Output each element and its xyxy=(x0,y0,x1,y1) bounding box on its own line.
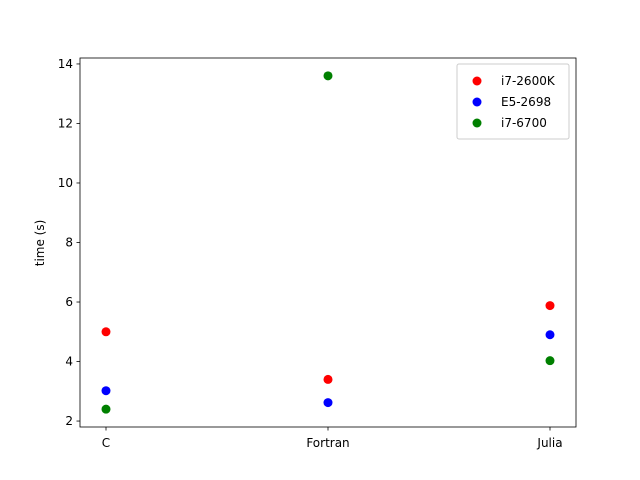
y-axis: 2 4 6 8 10 12 14 xyxy=(58,57,80,428)
data-point xyxy=(323,398,333,408)
legend-label: i7-6700 xyxy=(501,116,547,130)
y-tick-label: 12 xyxy=(58,116,73,130)
y-tick-label: 10 xyxy=(58,176,73,190)
legend-marker xyxy=(472,97,482,107)
y-tick-label: 2 xyxy=(65,414,73,428)
legend: i7-2600K E5-2698 i7-6700 xyxy=(456,63,570,140)
data-point xyxy=(101,386,111,396)
y-axis-label: time (s) xyxy=(33,220,47,267)
y-tick-label: 6 xyxy=(65,295,73,309)
data-point xyxy=(323,374,333,384)
legend-label: E5-2698 xyxy=(501,95,551,109)
data-points xyxy=(101,71,555,414)
legend-box xyxy=(456,63,570,140)
legend-marker xyxy=(472,76,482,86)
y-tick-label: 4 xyxy=(65,355,73,369)
y-tick-label: 14 xyxy=(58,57,73,71)
data-point xyxy=(545,356,555,366)
x-axis: C Fortran Julia xyxy=(102,427,563,450)
data-point xyxy=(323,71,333,81)
data-point xyxy=(545,330,555,340)
x-tick-label: C xyxy=(102,436,110,450)
legend-marker xyxy=(472,118,482,128)
data-point xyxy=(101,327,111,337)
data-point xyxy=(545,301,555,311)
y-tick-label: 8 xyxy=(65,236,73,250)
x-tick-label: Fortran xyxy=(306,436,349,450)
legend-label: i7-2600K xyxy=(501,74,556,88)
data-point xyxy=(101,404,111,414)
x-tick-label: Julia xyxy=(536,436,562,450)
